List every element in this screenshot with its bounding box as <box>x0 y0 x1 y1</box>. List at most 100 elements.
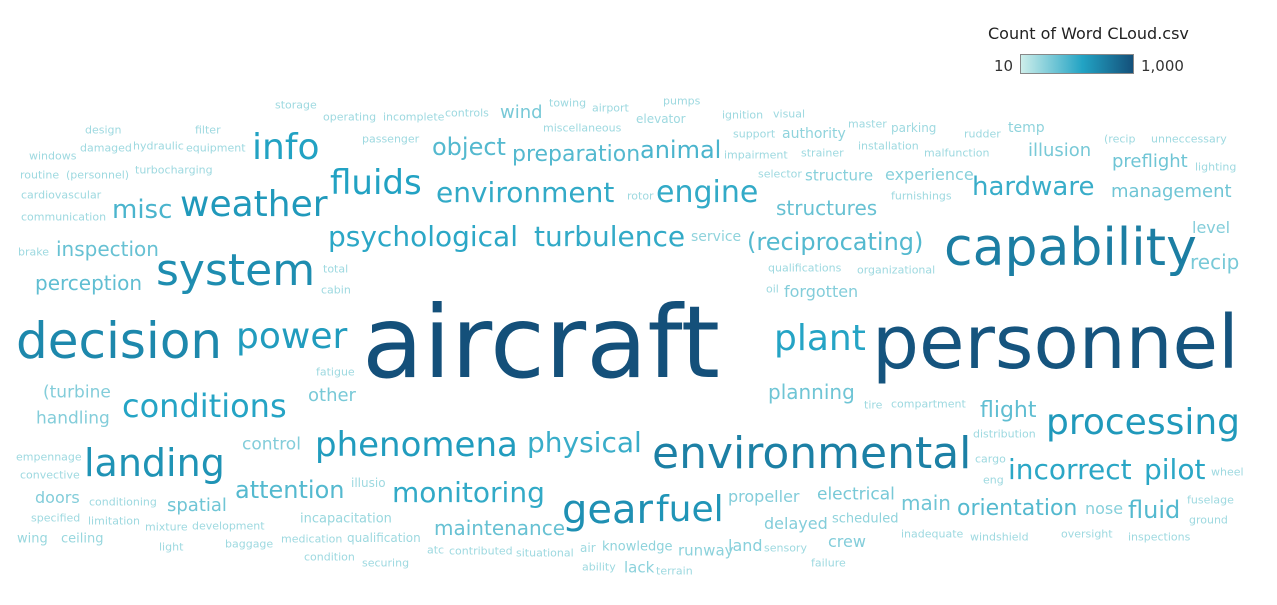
word-operating: operating <box>323 110 377 124</box>
word-controls: controls <box>445 106 489 120</box>
word-gear: gear <box>562 487 653 533</box>
word-environmental: environmental <box>652 428 972 479</box>
word-fluid: fluid <box>1128 496 1181 524</box>
word-filter: filter <box>195 123 221 137</box>
word-rudder: rudder <box>964 127 1001 141</box>
word-power: power <box>236 316 348 357</box>
legend-title: Count of Word CLoud.csv <box>988 24 1189 43</box>
word-fatigue: fatigue <box>316 365 355 379</box>
word-organizational: organizational <box>857 263 936 277</box>
word-cabin: cabin <box>321 283 351 297</box>
word-capability: capability <box>944 218 1197 278</box>
word-personnel: personnel <box>872 300 1239 386</box>
word-psychological: psychological <box>328 220 518 253</box>
word-inadequate: inadequate <box>901 527 964 541</box>
word-air: air <box>580 541 596 555</box>
word-inspections: inspections <box>1128 530 1191 544</box>
word-equipment: equipment <box>186 141 246 155</box>
word-delayed: delayed <box>764 514 828 533</box>
word-landing: landing <box>84 441 225 485</box>
word-lack: lack <box>624 558 655 577</box>
legend-max-label: 1,000 <box>1141 57 1184 75</box>
word-atc: atc <box>427 543 445 557</box>
word-securing: securing <box>362 556 410 570</box>
word-monitoring: monitoring <box>392 476 545 509</box>
word-cargo: cargo <box>975 452 1006 466</box>
word-total: total <box>323 262 349 276</box>
word-level: level <box>1192 218 1231 237</box>
word-wind: wind <box>500 102 543 123</box>
word-ignition: ignition <box>722 108 764 122</box>
word-forgotten: forgotten <box>784 282 859 301</box>
word-turbocharging: turbocharging <box>135 163 213 177</box>
word-wheel: wheel <box>1211 465 1244 479</box>
word-temp: temp <box>1008 120 1045 136</box>
word-personnel: (personnel) <box>66 168 130 182</box>
word-control: control <box>242 434 301 455</box>
word-routine: routine <box>20 168 60 182</box>
word-unneccessary: unneccessary <box>1151 132 1227 146</box>
word-structure: structure <box>805 166 874 185</box>
word-storage: storage <box>275 98 317 112</box>
word-doors: doors <box>35 488 80 507</box>
word-phenomena: phenomena <box>315 425 518 465</box>
word-environment: environment <box>436 176 615 209</box>
word-support: support <box>733 127 776 141</box>
word-eng: eng <box>983 473 1004 487</box>
word-passenger: passenger <box>362 132 420 146</box>
word-hydraulic: hydraulic <box>133 139 184 153</box>
word-miscellaneous: miscellaneous <box>543 121 622 135</box>
word-airport: airport <box>592 101 629 115</box>
word-scheduled: scheduled <box>832 511 899 527</box>
word-reciprocating: (reciprocating) <box>747 228 924 256</box>
word-recip: (recip <box>1104 132 1136 146</box>
word-incorrect: incorrect <box>1008 453 1132 486</box>
word-turbine: (turbine <box>43 382 111 403</box>
word-planning: planning <box>768 380 855 404</box>
word-sensory: sensory <box>764 541 807 555</box>
word-towing: towing <box>549 96 587 110</box>
word-master: master <box>848 117 887 131</box>
word-attention: attention <box>235 476 345 504</box>
legend-min-label: 10 <box>994 57 1014 75</box>
word-illusio: illusio <box>351 476 386 490</box>
word-management: management <box>1111 181 1232 202</box>
word-flight: flight <box>980 398 1037 423</box>
word-hardware: hardware <box>972 172 1095 202</box>
word-qualification: qualification <box>347 531 421 545</box>
word-fuel: fuel <box>656 489 724 530</box>
word-specified: specified <box>31 511 81 525</box>
word-communication: communication <box>21 210 107 224</box>
word-plant: plant <box>774 318 866 359</box>
word-empennage: empennage <box>16 450 82 464</box>
word-service: service <box>691 229 742 245</box>
word-cardiovascular: cardiovascular <box>21 188 102 202</box>
word-convective: convective <box>20 468 80 482</box>
word-land: land <box>728 536 763 555</box>
word-physical: physical <box>527 426 642 459</box>
word-illusion: illusion <box>1028 140 1092 161</box>
word-contributed: contributed <box>449 544 513 558</box>
word-furnishings: furnishings <box>891 189 952 203</box>
word-oversight: oversight <box>1061 527 1113 541</box>
word-development: development <box>192 519 265 533</box>
word-main: main <box>901 491 951 515</box>
word-electrical: electrical <box>817 484 895 505</box>
word-strainer: strainer <box>801 146 844 160</box>
word-turbulence: turbulence <box>534 220 686 253</box>
word-wing: wing <box>17 531 48 547</box>
word-situational: situational <box>516 546 574 560</box>
word-recip: recip <box>1190 250 1240 274</box>
word-preparation: preparation <box>512 142 641 167</box>
word-engine: engine <box>656 175 759 210</box>
word-system: system <box>156 245 316 296</box>
word-conditioning: conditioning <box>89 495 157 509</box>
word-ability: ability <box>582 560 616 574</box>
word-fuselage: fuselage <box>1187 493 1234 507</box>
word-misc: misc <box>112 195 173 225</box>
word-propeller: propeller <box>728 487 800 506</box>
word-crew: crew <box>828 532 866 551</box>
word-mixture: mixture <box>145 520 188 534</box>
word-terrain: terrain <box>656 564 693 578</box>
